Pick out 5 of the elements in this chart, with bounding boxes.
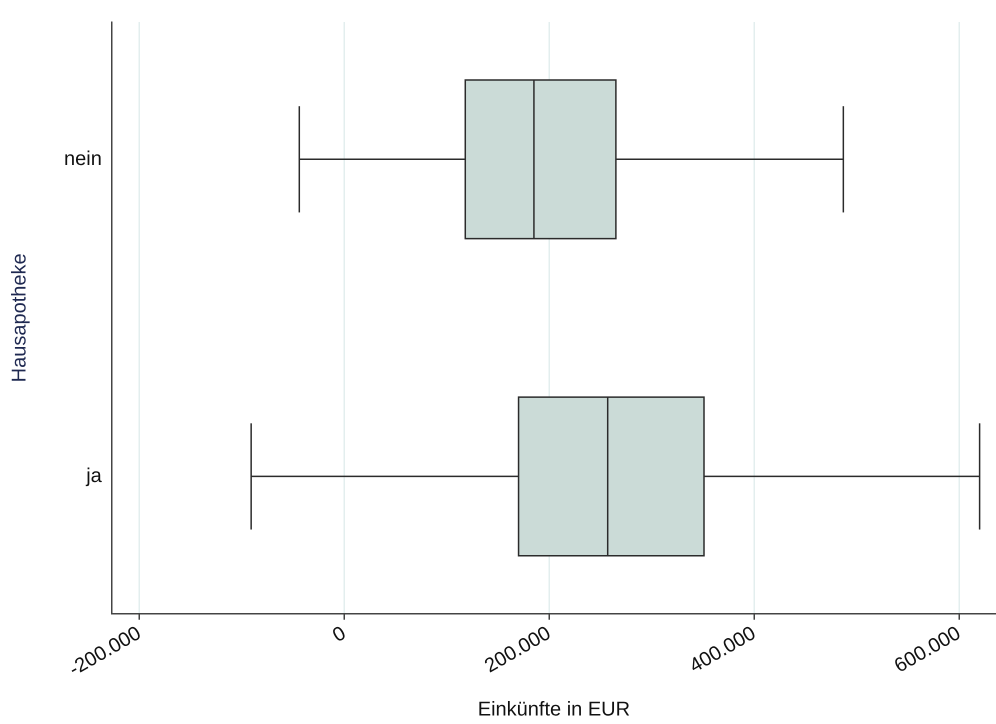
y-tick-label: nein: [64, 148, 102, 170]
x-tick-label: 0: [329, 622, 350, 647]
y-axis-title: Hausapotheke: [8, 253, 31, 382]
y-tick-label: ja: [85, 464, 103, 487]
x-axis-title: Einkünfte in EUR: [478, 698, 630, 721]
